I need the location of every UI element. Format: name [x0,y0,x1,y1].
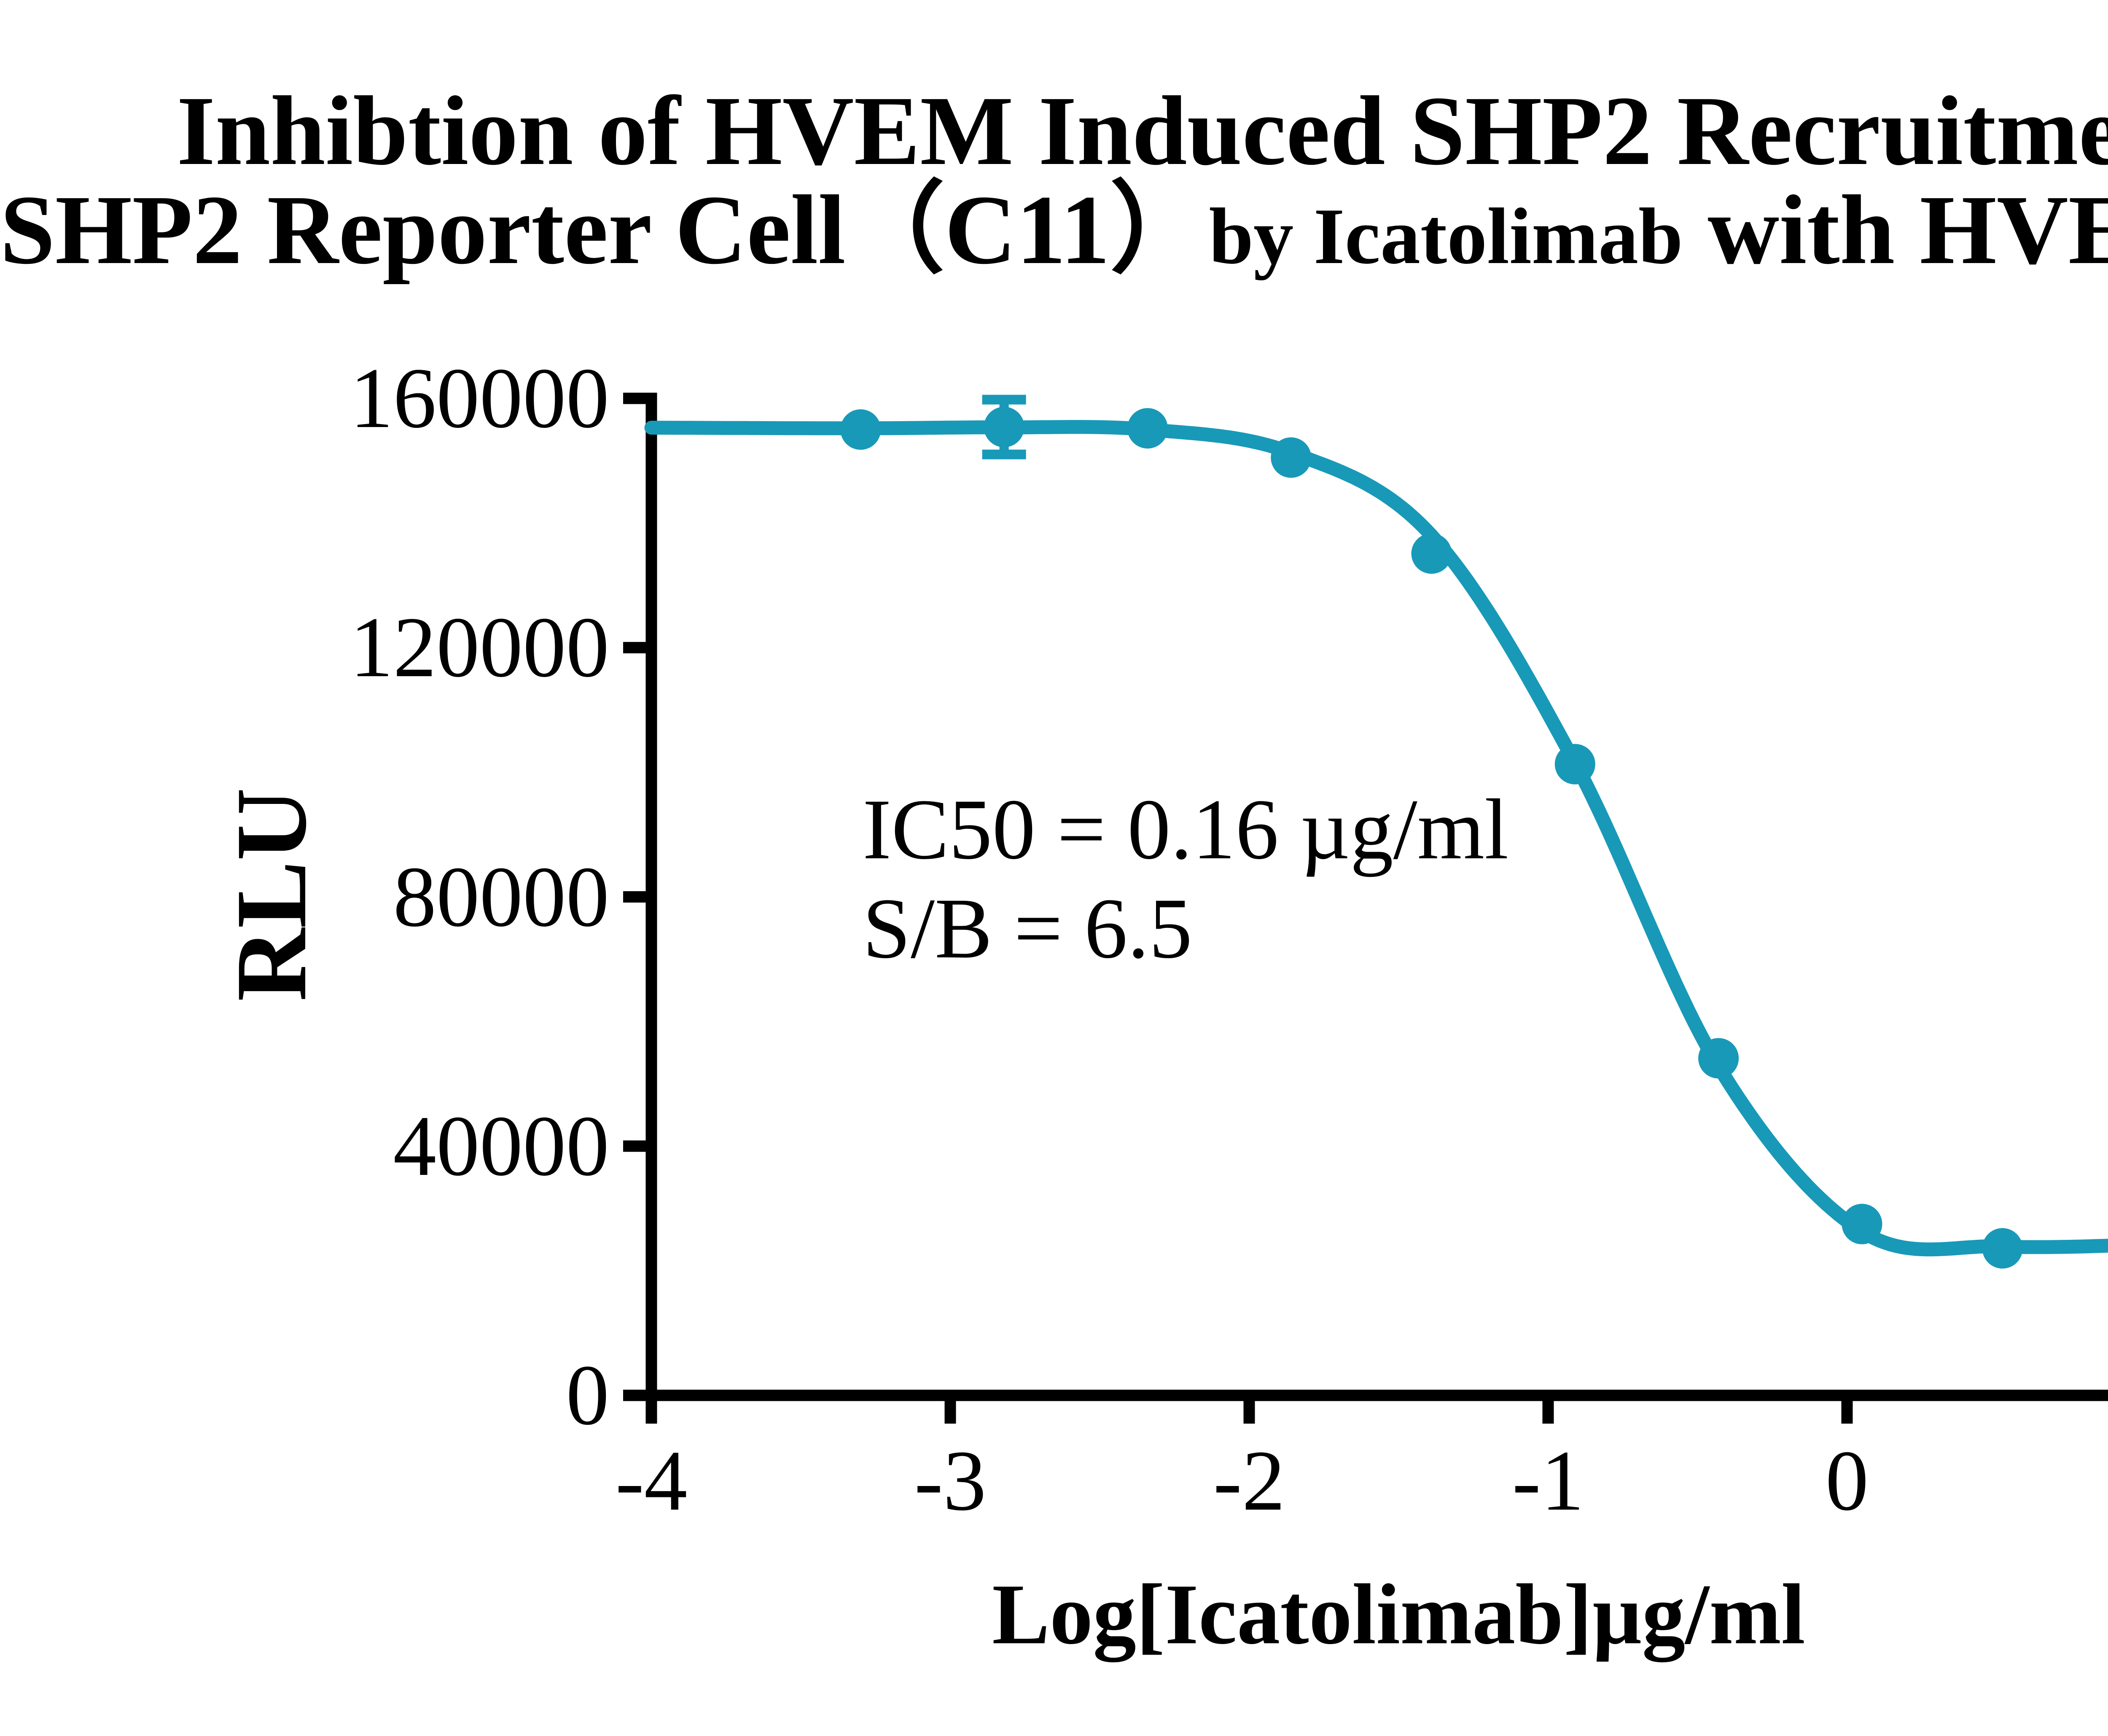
chart-title-line2-part1: SHP2 Reporter Cell（C11） [0,175,1209,285]
y-tick-label: 40000 [393,1098,610,1194]
data-point [1982,1228,2023,1269]
data-point [984,406,1024,447]
data-point [1271,437,1312,478]
y-tick-label: 0 [566,1347,610,1443]
x-tick-label: -1 [1512,1433,1584,1529]
x-tick-label: -3 [914,1433,987,1529]
x-axis-title: Log[Icatolimab]µg/ml [992,1567,1805,1662]
ic50-annotation: IC50 = 0.16 µg/ml [863,782,1509,877]
x-tick-label: 1 [2019,1438,2108,1524]
data-point [1698,1038,1739,1079]
y-tick-label: 80000 [393,849,610,945]
fit-annotation-block: IC50 = 0.16 µg/ml S/B = 6.5 [863,780,1508,978]
chart-title-line2: SHP2 Reporter Cell（C11）by Icatolimab wit… [0,177,2108,289]
data-point [840,409,881,450]
x-tick-label: -2 [1213,1433,1285,1529]
chart-title-line2-part2: by Icatolimab [1209,192,1683,281]
chart-title-line1: Inhibtion of HVEM Induced SHP2 Recruitme… [177,76,2108,185]
x-tick-label: -4 [615,1433,688,1529]
data-point [1127,408,1168,449]
data-point [1842,1204,1882,1244]
data-point [1411,533,1452,574]
signal-background-annotation: S/B = 6.5 [863,881,1193,976]
y-tick-label: 120000 [350,599,609,696]
y-tick-label: 160000 [350,350,609,446]
data-point [1554,744,1595,785]
chart-title-line2-part3: with HVEM U2OS（C7） [1707,175,2108,285]
x-tick-label: 0 [1825,1433,1869,1529]
